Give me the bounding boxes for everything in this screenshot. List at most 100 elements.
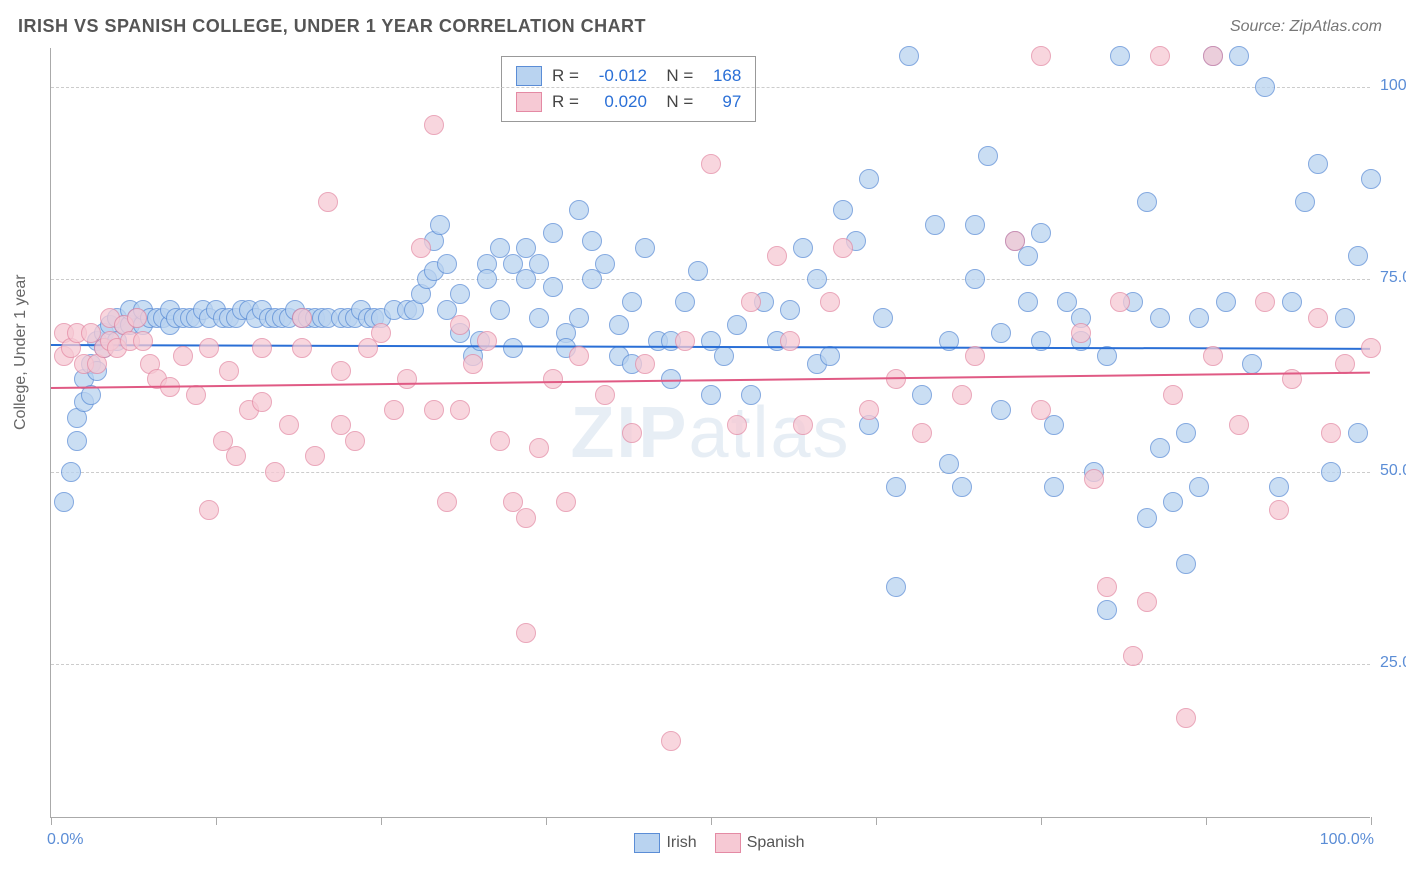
- data-point: [516, 623, 536, 643]
- data-point: [780, 300, 800, 320]
- legend-swatch: [634, 833, 660, 853]
- data-point: [965, 215, 985, 235]
- data-point: [1335, 354, 1355, 374]
- data-point: [1203, 46, 1223, 66]
- data-point: [767, 246, 787, 266]
- data-point: [925, 215, 945, 235]
- data-point: [622, 423, 642, 443]
- data-point: [609, 315, 629, 335]
- gridline: [51, 664, 1370, 665]
- series-legend: Irish Spanish: [51, 833, 1370, 853]
- data-point: [899, 46, 919, 66]
- legend-n-value: 168: [703, 63, 741, 89]
- legend-r-label: R =: [552, 89, 579, 115]
- data-point: [886, 477, 906, 497]
- legend-r-value: -0.012: [589, 63, 647, 89]
- data-point: [595, 385, 615, 405]
- gridline: [51, 87, 1370, 88]
- data-point: [305, 446, 325, 466]
- data-point: [1163, 385, 1183, 405]
- data-point: [1150, 438, 1170, 458]
- data-point: [424, 115, 444, 135]
- data-point: [1137, 192, 1157, 212]
- data-point: [1176, 423, 1196, 443]
- y-tick-label: 50.0%: [1380, 462, 1406, 480]
- data-point: [701, 385, 721, 405]
- data-point: [952, 477, 972, 497]
- data-point: [1084, 469, 1104, 489]
- legend-series-label: Irish: [666, 834, 696, 851]
- data-point: [1255, 292, 1275, 312]
- data-point: [1031, 400, 1051, 420]
- x-tick: [51, 817, 52, 825]
- data-point: [556, 492, 576, 512]
- data-point: [490, 431, 510, 451]
- data-point: [1269, 500, 1289, 520]
- data-point: [780, 331, 800, 351]
- data-point: [1150, 308, 1170, 328]
- data-point: [701, 154, 721, 174]
- data-point: [437, 254, 457, 274]
- x-tick: [711, 817, 712, 825]
- data-point: [1110, 292, 1130, 312]
- data-point: [793, 238, 813, 258]
- data-point: [54, 492, 74, 512]
- data-point: [1005, 231, 1025, 251]
- data-point: [67, 431, 87, 451]
- data-point: [252, 392, 272, 412]
- data-point: [503, 338, 523, 358]
- data-point: [1071, 323, 1091, 343]
- legend-n-label: N =: [657, 63, 693, 89]
- data-point: [1348, 246, 1368, 266]
- legend-series-label: Spanish: [747, 834, 805, 851]
- data-point: [345, 431, 365, 451]
- data-point: [1018, 292, 1038, 312]
- data-point: [714, 346, 734, 366]
- data-point: [1031, 223, 1051, 243]
- data-point: [371, 323, 391, 343]
- data-point: [965, 269, 985, 289]
- data-point: [252, 338, 272, 358]
- data-point: [199, 338, 219, 358]
- data-point: [490, 300, 510, 320]
- data-point: [727, 415, 747, 435]
- data-point: [1150, 46, 1170, 66]
- correlation-legend: R =-0.012 N =168R =0.020 N =97: [501, 56, 756, 122]
- data-point: [1163, 492, 1183, 512]
- data-point: [820, 292, 840, 312]
- data-point: [635, 354, 655, 374]
- data-point: [820, 346, 840, 366]
- data-point: [793, 415, 813, 435]
- data-point: [741, 385, 761, 405]
- data-point: [1308, 154, 1328, 174]
- data-point: [1242, 354, 1262, 374]
- data-point: [1229, 415, 1249, 435]
- data-point: [1044, 477, 1064, 497]
- chart-title: IRISH VS SPANISH COLLEGE, UNDER 1 YEAR C…: [18, 16, 646, 37]
- data-point: [952, 385, 972, 405]
- data-point: [1110, 46, 1130, 66]
- data-point: [516, 508, 536, 528]
- x-tick: [1041, 817, 1042, 825]
- data-point: [186, 385, 206, 405]
- data-point: [61, 462, 81, 482]
- data-point: [635, 238, 655, 258]
- data-point: [1189, 308, 1209, 328]
- data-point: [1176, 708, 1196, 728]
- y-axis-label: College, Under 1 year: [12, 274, 30, 430]
- data-point: [199, 500, 219, 520]
- data-point: [833, 200, 853, 220]
- data-point: [219, 361, 239, 381]
- data-point: [226, 446, 246, 466]
- y-tick-label: 75.0%: [1380, 269, 1406, 287]
- data-point: [1031, 46, 1051, 66]
- data-point: [991, 323, 1011, 343]
- legend-r-label: R =: [552, 63, 579, 89]
- data-point: [1044, 415, 1064, 435]
- data-point: [529, 308, 549, 328]
- data-point: [529, 254, 549, 274]
- data-point: [1361, 169, 1381, 189]
- legend-swatch: [715, 833, 741, 853]
- data-point: [279, 415, 299, 435]
- legend-n-value: 97: [703, 89, 741, 115]
